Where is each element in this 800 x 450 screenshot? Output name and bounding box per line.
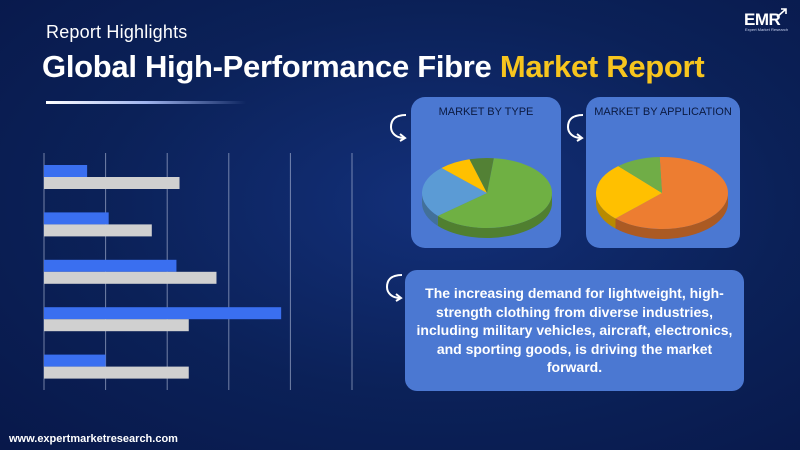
pie-slice xyxy=(441,159,487,193)
report-subtitle: Report Highlights xyxy=(46,22,188,42)
pie-slice xyxy=(618,157,662,193)
title-underline xyxy=(46,101,246,104)
pie-slice-side xyxy=(437,193,552,238)
title-main: Global High-Performance Fibre xyxy=(42,49,500,84)
pie-slice xyxy=(596,166,662,219)
bar-blue xyxy=(44,307,282,320)
pie-slice-side xyxy=(615,193,728,239)
bar-grey xyxy=(44,177,180,189)
pie-card-application: MARKET BY APPLICATION xyxy=(586,97,740,248)
logo-arrow-icon xyxy=(776,8,787,18)
logo-tagline: Expert Market Research xyxy=(745,27,789,32)
emr-logo: EMR Expert Market Research xyxy=(744,8,789,36)
bar-grey xyxy=(44,366,189,379)
pie-slice xyxy=(437,158,552,228)
pie-slice xyxy=(469,158,494,193)
bar-blue xyxy=(44,354,106,367)
bar-grey xyxy=(44,319,189,332)
pie-slice xyxy=(422,167,487,216)
pie-chart-type xyxy=(422,158,552,238)
bar-blue xyxy=(44,259,177,272)
pie-title-type: MARKET BY TYPE xyxy=(438,106,534,118)
bar-chart xyxy=(43,153,353,390)
curl-arrow-icon xyxy=(566,114,584,142)
pie-slice xyxy=(615,157,728,229)
curl-arrow-icon xyxy=(389,114,407,142)
logo-text: EMR xyxy=(744,10,781,29)
bar-grey xyxy=(44,271,217,284)
title-accent: Market Report xyxy=(499,49,705,84)
highlight-card: The increasing demand for lightweight, h… xyxy=(405,270,744,391)
pie-slice-side xyxy=(422,193,438,226)
bar-blue xyxy=(44,165,88,177)
bar-blue xyxy=(44,212,109,225)
pie-slice-side xyxy=(596,193,616,229)
report-title: Global High-Performance Fibre Market Rep… xyxy=(42,49,705,85)
pie-card-type: MARKET BY TYPE xyxy=(411,97,561,248)
footer-url[interactable]: www.expertmarketresearch.com xyxy=(9,433,178,445)
curl-arrow-icon xyxy=(385,274,403,302)
bar-grey xyxy=(44,224,152,237)
pie-title-application: MARKET BY APPLICATION xyxy=(594,106,732,118)
pie-chart-application xyxy=(596,157,728,239)
highlight-text: The increasing demand for lightweight, h… xyxy=(416,285,733,376)
